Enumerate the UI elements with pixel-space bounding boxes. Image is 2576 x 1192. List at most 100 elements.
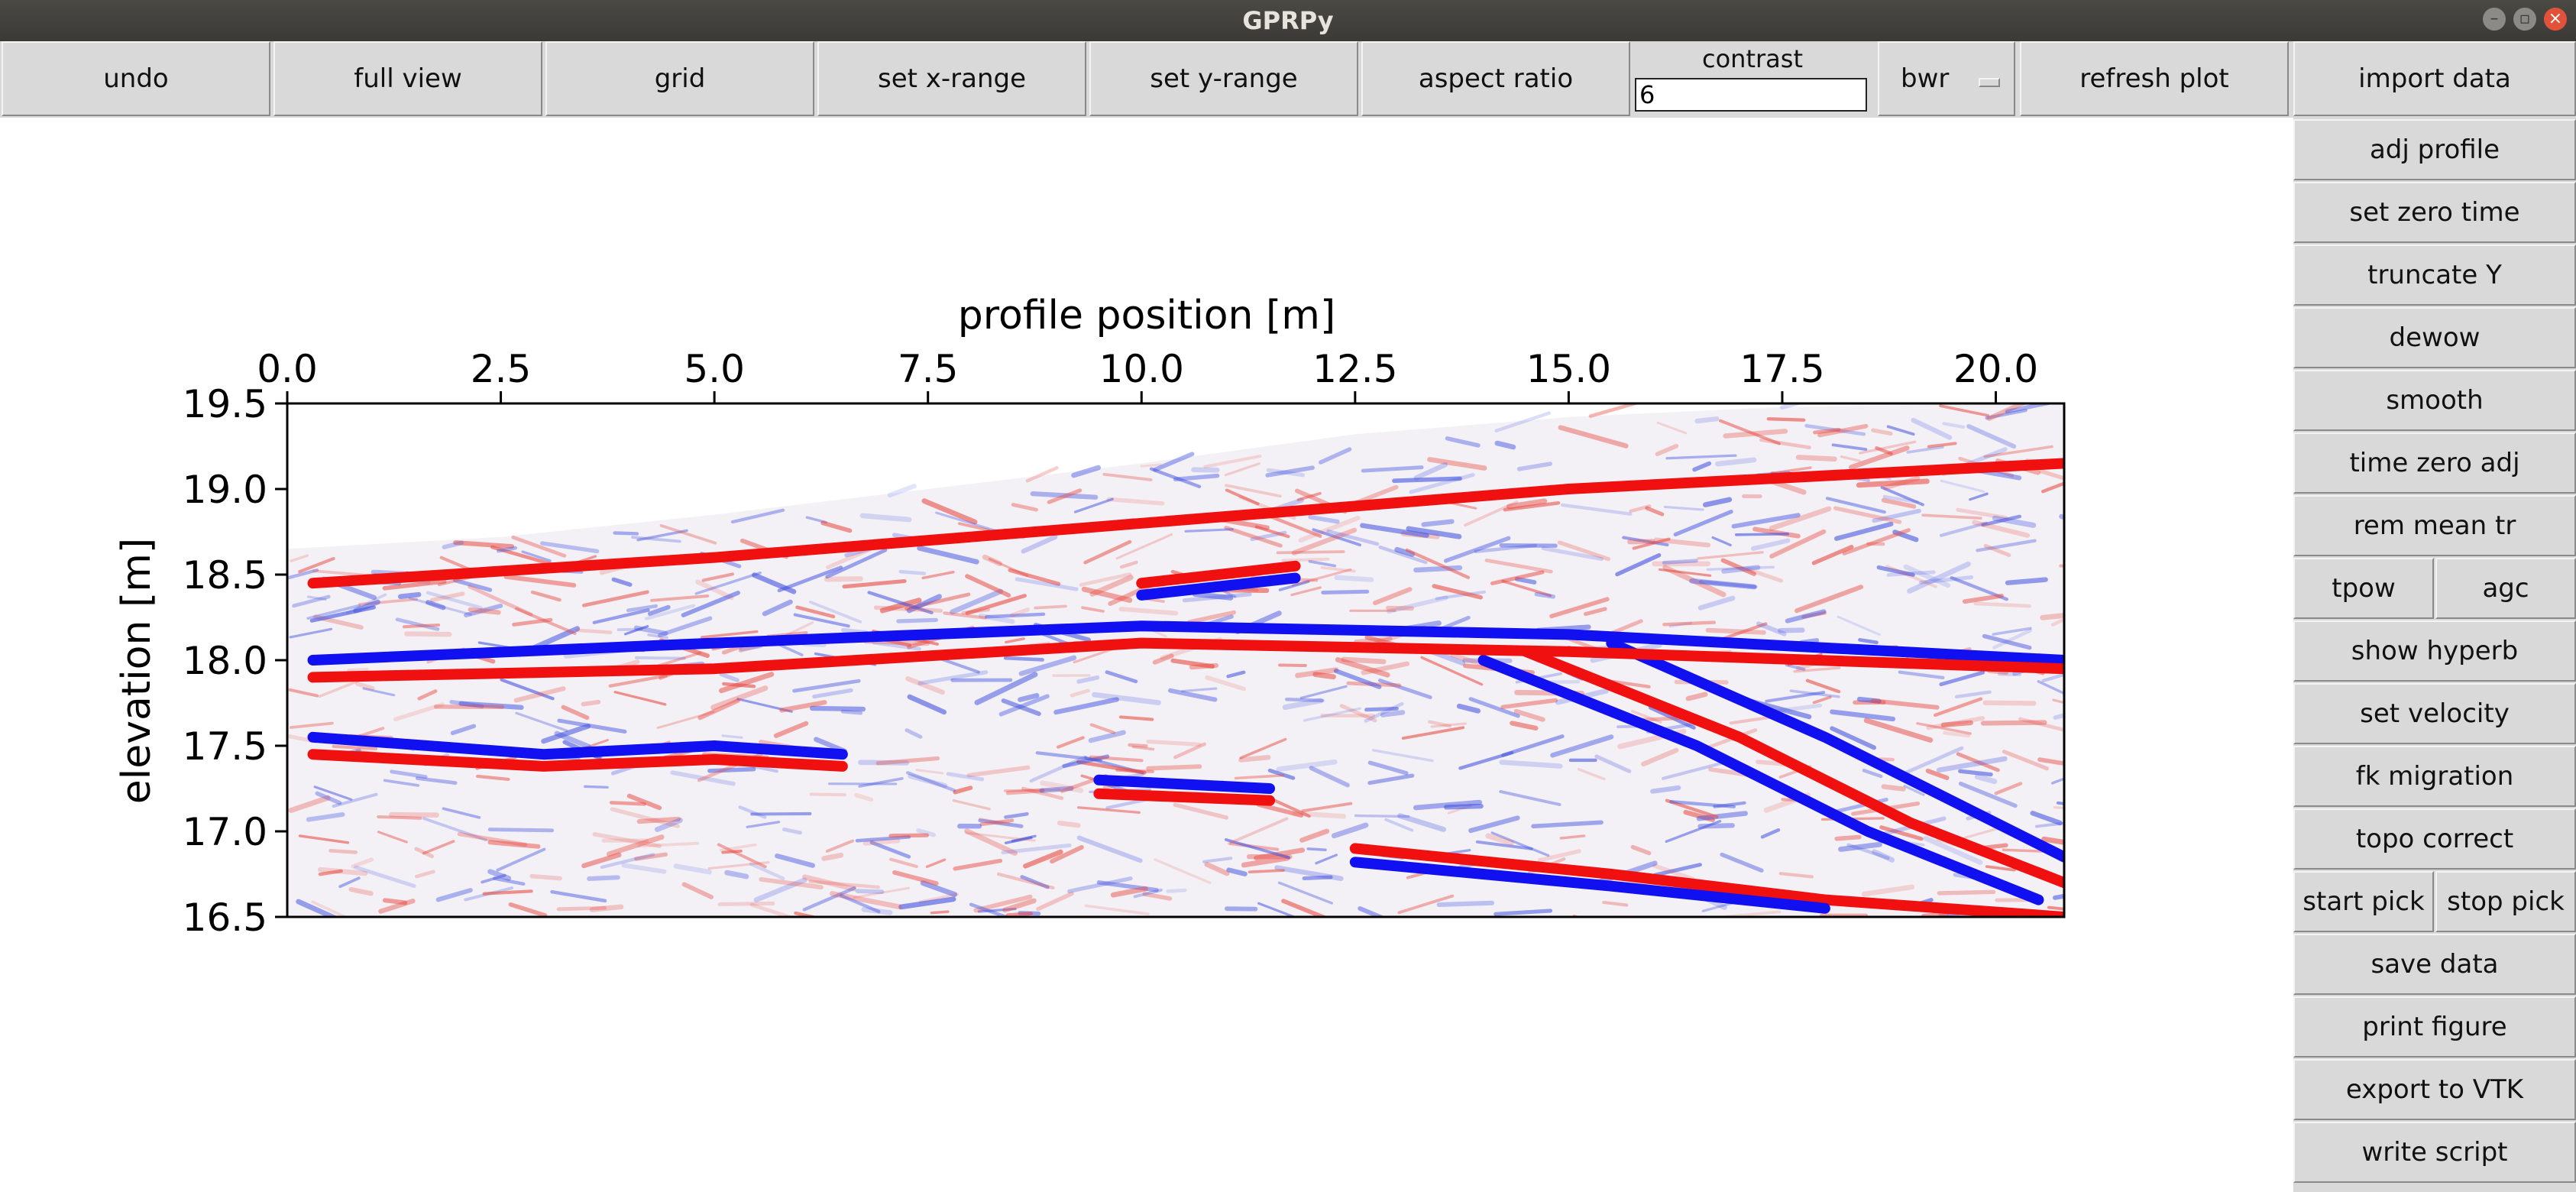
texture-stroke (930, 910, 950, 915)
texture-stroke (820, 520, 853, 533)
texture-stroke (1882, 475, 1921, 491)
texture-stroke (1862, 769, 1883, 779)
show-hyperb-button[interactable]: show hyperb (2293, 620, 2576, 682)
reflector-red (1520, 646, 2064, 889)
texture-stroke (925, 858, 947, 869)
texture-stroke (681, 882, 714, 899)
save-data-button[interactable]: save data (2293, 934, 2576, 995)
texture-stroke (750, 811, 812, 816)
texture-stroke (974, 672, 1038, 705)
set-y-range-button[interactable]: set y-range (1089, 41, 1358, 116)
y-tick-label: 18.0 (183, 639, 267, 683)
texture-stroke (707, 766, 756, 773)
texture-stroke (1140, 463, 1162, 468)
texture-stroke (490, 545, 560, 568)
texture-stroke (1070, 688, 1090, 698)
texture-stroke (736, 698, 793, 713)
texture-stroke (610, 807, 680, 828)
texture-stroke (1892, 530, 1919, 543)
texture-stroke (1795, 455, 1837, 462)
texture-stroke (656, 711, 715, 730)
texture-stroke (288, 688, 319, 698)
texture-stroke (395, 617, 440, 631)
texture-stroke (695, 579, 734, 601)
maximize-icon[interactable]: ▫ (2513, 8, 2536, 31)
write-script-button[interactable]: write script (2293, 1122, 2576, 1183)
window-title: GPRPy (1242, 6, 1334, 35)
texture-stroke (946, 772, 985, 782)
texture-stroke (608, 674, 668, 688)
texture-stroke (1872, 849, 1895, 863)
texture-stroke (351, 857, 374, 869)
texture-stroke (906, 594, 942, 614)
texture-stroke (1918, 575, 1974, 585)
full-view-button[interactable]: full view (273, 41, 542, 116)
texture-stroke (611, 577, 633, 587)
truncate-y-button[interactable]: truncate Y (2293, 245, 2576, 306)
undo-button[interactable]: undo (2, 41, 270, 116)
set-x-range-button[interactable]: set x-range (817, 41, 1086, 116)
texture-stroke (1079, 572, 1132, 587)
adj-profile-button[interactable]: adj profile (2293, 119, 2576, 180)
dewow-button[interactable]: dewow (2293, 307, 2576, 368)
texture-stroke (338, 876, 361, 889)
texture-stroke (1812, 695, 1832, 705)
texture-stroke (1444, 803, 1484, 810)
tpow-button[interactable]: tpow (2293, 558, 2434, 619)
texture-stroke (794, 911, 820, 917)
texture-stroke (694, 571, 762, 595)
texture-stroke (1367, 760, 1409, 776)
texture-stroke (1669, 800, 1736, 808)
texture-stroke (859, 513, 912, 523)
agc-button[interactable]: agc (2435, 558, 2576, 619)
texture-stroke (1713, 801, 1746, 808)
import-data-button[interactable]: import data (2293, 41, 2576, 116)
texture-stroke (1992, 628, 2033, 649)
texture-stroke (1856, 696, 1882, 704)
texture-stroke (290, 721, 334, 729)
texture-stroke (435, 888, 473, 902)
texture-stroke (719, 843, 757, 852)
minimize-icon[interactable]: – (2483, 8, 2506, 31)
contrast-input[interactable] (1635, 78, 1867, 112)
topo-correct-button[interactable]: topo correct (2293, 808, 2576, 870)
aspect-ratio-button[interactable]: aspect ratio (1361, 41, 1630, 116)
texture-stroke (1541, 546, 1604, 562)
rem-mean-tr-button[interactable]: rem mean tr (2293, 495, 2576, 556)
texture-stroke (487, 828, 555, 833)
texture-stroke (637, 841, 700, 848)
stop-pick-button[interactable]: stop pick (2435, 871, 2576, 932)
texture-stroke (1735, 532, 1790, 536)
texture-stroke (1825, 497, 1886, 514)
texture-stroke (1937, 889, 1996, 896)
fk-migration-button[interactable]: fk migration (2293, 746, 2576, 807)
texture-stroke (759, 876, 824, 890)
texture-stroke (541, 724, 591, 744)
start-pick-button[interactable]: start pick (2293, 871, 2434, 932)
texture-stroke (965, 831, 1036, 842)
texture-stroke (1885, 565, 1938, 588)
texture-stroke (2052, 698, 2064, 705)
export-to-vtk-button[interactable]: export to VTK (2293, 1059, 2576, 1120)
texture-stroke (1226, 670, 1246, 679)
set-zero-time-button[interactable]: set zero time (2293, 182, 2576, 243)
smooth-button[interactable]: smooth (2293, 370, 2576, 431)
texture-stroke (1428, 720, 1452, 728)
texture-stroke (1076, 835, 1143, 863)
texture-stroke (1558, 425, 1629, 449)
refresh-plot-button[interactable]: refresh plot (2020, 41, 2289, 116)
print-figure-button[interactable]: print figure (2293, 996, 2576, 1058)
texture-stroke (1962, 593, 2004, 604)
texture-stroke (1397, 894, 1455, 915)
grid-button[interactable]: grid (545, 41, 814, 116)
colormap-select[interactable]: bwr (1878, 41, 2015, 116)
close-icon[interactable]: × (2544, 8, 2567, 31)
texture-stroke (354, 865, 416, 889)
texture-stroke (377, 815, 422, 820)
texture-stroke (1142, 892, 1173, 901)
set-velocity-button[interactable]: set velocity (2293, 683, 2576, 744)
texture-stroke (1506, 498, 1548, 510)
texture-stroke (1721, 565, 1761, 574)
time-zero-adj-button[interactable]: time zero adj (2293, 432, 2576, 494)
texture-stroke (589, 904, 624, 912)
